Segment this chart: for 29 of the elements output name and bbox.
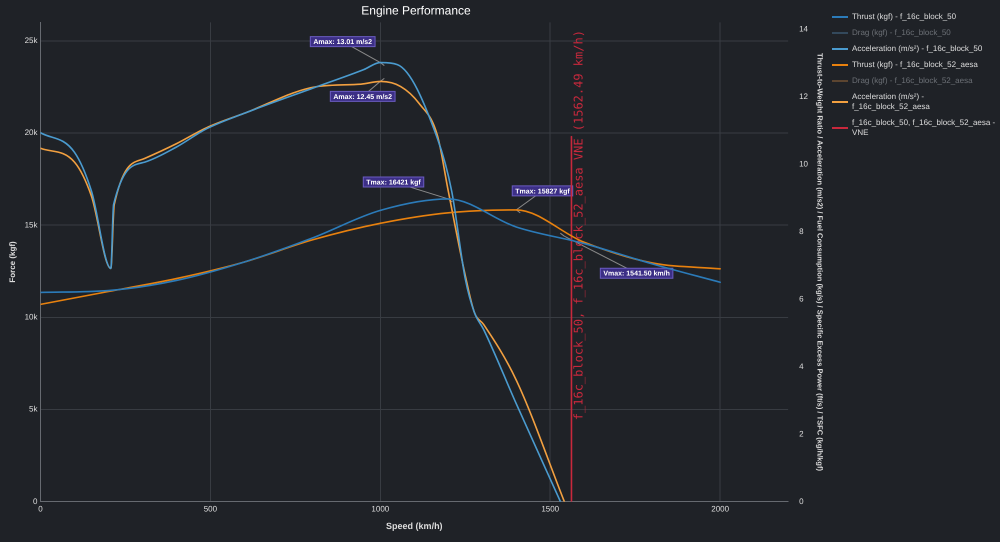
y2-tick-label: 8 bbox=[799, 226, 804, 236]
y2-tick-label: 12 bbox=[799, 92, 809, 101]
y-axis-title: Force (kgf) bbox=[8, 241, 18, 283]
legend-label: Acceleration (m/s²) - f_16c_block_50 bbox=[852, 44, 982, 54]
y-tick-label: 15k bbox=[24, 220, 38, 230]
y-tick-label: 10k bbox=[24, 312, 38, 322]
chart-title: Engine Performance bbox=[361, 4, 472, 18]
x-tick-label: 1500 bbox=[541, 504, 560, 514]
y-tick-label: 0 bbox=[33, 496, 38, 506]
y-tick-label: 5k bbox=[29, 404, 38, 414]
y2-tick-label: 0 bbox=[799, 496, 804, 506]
y2-tick-label: 4 bbox=[799, 362, 804, 371]
legend-label: Drag (kgf) - f_16c_block_52_aesa bbox=[852, 76, 973, 86]
y2-tick-label: 2 bbox=[799, 429, 804, 438]
x-tick-label: 500 bbox=[204, 504, 218, 514]
x-tick-label: 2000 bbox=[711, 504, 730, 514]
annotation: f_16c_block_50, f_16c_block_52_aesa VNE (1562.49 km/h) bbox=[572, 30, 586, 420]
y2-tick-label: 6 bbox=[799, 294, 804, 304]
y2-tick-label: 10 bbox=[799, 159, 809, 168]
legend-label: Drag (kgf) - f_16c_block_50 bbox=[852, 28, 951, 38]
x-tick-label: 1000 bbox=[371, 504, 390, 514]
legend-label: Thrust (kgf) - f_16c_block_50 bbox=[852, 12, 956, 22]
y-tick-label: 25k bbox=[24, 36, 38, 46]
legend-label: f_16c_block_50, f_16c_block_52_aesa - VNE bbox=[852, 118, 996, 138]
y2-tick-label: 14 bbox=[799, 24, 809, 34]
legend-label: Thrust (kgf) - f_16c_block_52_aesa bbox=[852, 60, 978, 70]
legend-label: Acceleration (m/s²) - f_16c_block_52_aesa bbox=[852, 92, 931, 112]
y-tick-label: 20k bbox=[24, 128, 38, 138]
x-axis-title: Speed (km/h) bbox=[386, 521, 443, 532]
